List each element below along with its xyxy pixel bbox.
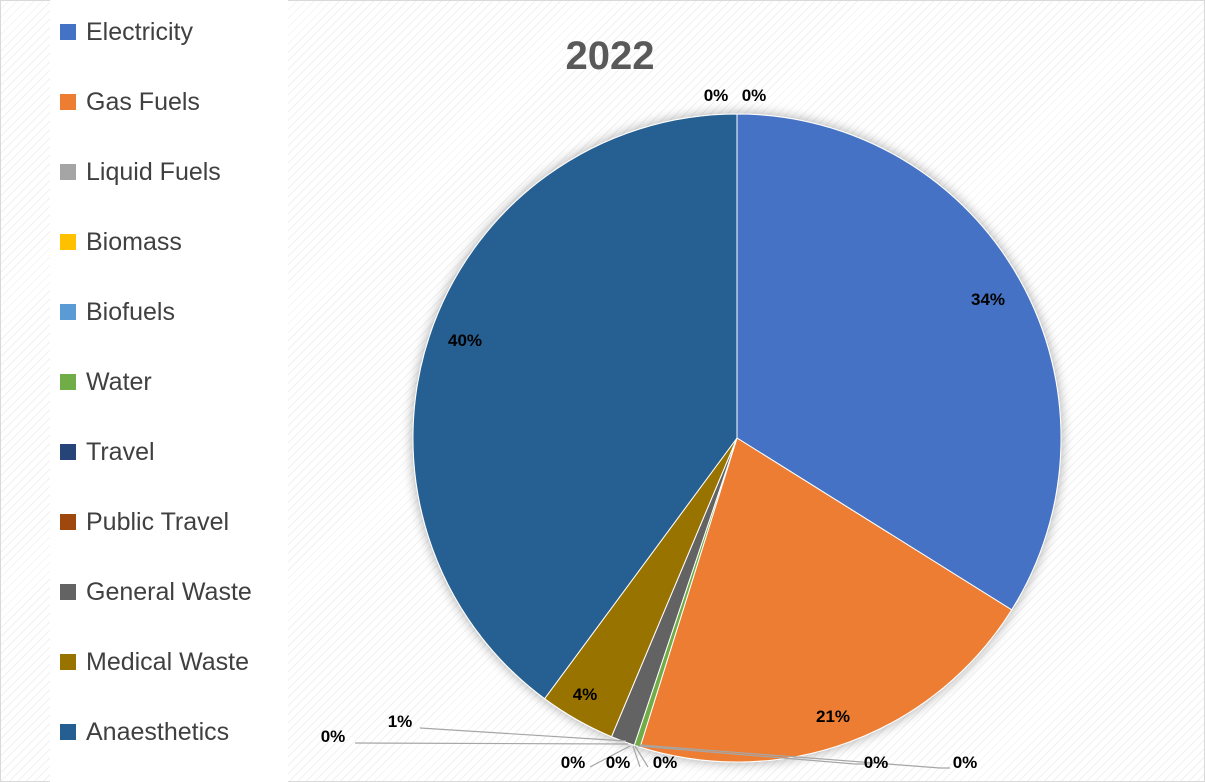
- legend-label: Electricity: [86, 17, 193, 46]
- legend-item-medical-waste: Medical Waste: [60, 647, 249, 677]
- legend-swatch: [60, 584, 76, 600]
- legend-item-electricity: Electricity: [60, 17, 193, 47]
- legend-swatch: [60, 654, 76, 670]
- slice-gas-fuels: [639, 437, 1013, 763]
- legend-item-biomass: Biomass: [60, 227, 182, 257]
- leader-line: [637, 745, 870, 765]
- legend-label: Travel: [86, 437, 155, 466]
- legend-item-gas-fuels: Gas Fuels: [60, 87, 200, 117]
- chart-title: 2022: [565, 34, 655, 78]
- legend-label: Biofuels: [86, 297, 175, 326]
- legend-item-anaesthetics: Anaesthetics: [60, 717, 229, 747]
- leader-line: [419, 727, 627, 742]
- data-label-biomass: 0%: [606, 753, 631, 772]
- legend-swatch: [60, 234, 76, 250]
- data-label-biofuels: 0%: [653, 753, 678, 772]
- leader-line: [632, 745, 641, 768]
- legend-label: Anaesthetics: [86, 717, 230, 746]
- legend: Electricity Gas Fuels Liquid Fuels Biomass B…: [50, 0, 288, 782]
- data-label-top-1: 0%: [742, 86, 767, 105]
- data-label-electricity: 34%: [971, 290, 1005, 309]
- legend-item-general-waste: General Waste: [60, 577, 252, 607]
- data-label-gas-fuels: 21%: [816, 707, 850, 726]
- data-label-travel: 0%: [321, 727, 346, 746]
- legend-item-water: Water: [60, 367, 152, 397]
- legend-label: Gas Fuels: [86, 87, 200, 116]
- legend-swatch: [60, 164, 76, 180]
- data-label-general-waste: 1%: [388, 712, 413, 731]
- legend-label: Liquid Fuels: [86, 157, 221, 186]
- legend-swatch: [60, 24, 76, 40]
- legend-item-travel: Travel: [60, 437, 155, 467]
- legend-label: General Waste: [86, 577, 252, 606]
- legend-swatch: [60, 444, 76, 460]
- slice-anaesthetics: [412, 113, 738, 700]
- legend-swatch: [60, 724, 76, 740]
- leader-line: [354, 742, 629, 745]
- data-label-public-travel: 0%: [953, 753, 978, 772]
- data-label-medical-waste: 4%: [573, 685, 598, 704]
- data-label-water: 0%: [864, 753, 889, 772]
- legend-label: Water: [86, 367, 152, 396]
- data-label-top-0: 0%: [704, 86, 729, 105]
- data-label-anaesthetics: 40%: [448, 331, 482, 350]
- legend-swatch: [60, 304, 76, 320]
- leader-line: [634, 745, 649, 768]
- legend-label: Public Travel: [86, 507, 230, 536]
- legend-label: Medical Waste: [86, 647, 250, 676]
- legend-label: Biomass: [86, 227, 182, 256]
- legend-swatch: [60, 514, 76, 530]
- legend-swatch: [60, 94, 76, 110]
- leader-line: [639, 744, 950, 769]
- data-label-liquid-fuels: 0%: [561, 753, 586, 772]
- slice-electricity: [736, 113, 1062, 611]
- leader-line: [589, 745, 631, 768]
- legend-swatch: [60, 374, 76, 390]
- legend-item-biofuels: Biofuels: [60, 297, 175, 327]
- legend-item-public-travel: Public Travel: [60, 507, 229, 537]
- legend-item-liquid-fuels: Liquid Fuels: [60, 157, 221, 187]
